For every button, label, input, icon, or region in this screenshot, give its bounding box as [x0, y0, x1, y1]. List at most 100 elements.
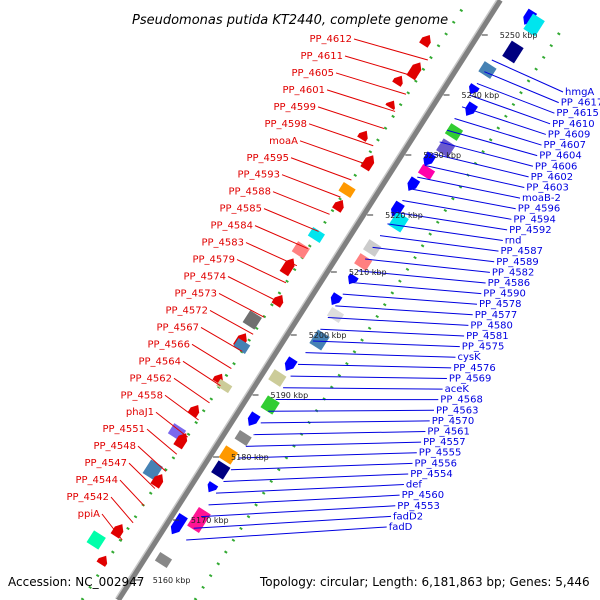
leader-line: [191, 343, 232, 369]
tick-label: 5240 kbp: [462, 91, 500, 100]
gene-label: PP_4551: [102, 424, 145, 435]
forward-gene: [307, 227, 325, 243]
reverse-gene: [465, 101, 478, 116]
gene-label: PP_4574: [183, 272, 226, 283]
gene-label: ppiA: [78, 509, 100, 520]
gene-label: PP_4594: [513, 214, 556, 225]
leader-line: [155, 411, 189, 438]
leader-line: [230, 462, 413, 471]
gene-label: PP_4585: [219, 204, 262, 215]
forward-gene: [360, 155, 375, 172]
gene-label: PP_4601: [282, 85, 325, 96]
reverse-gene: [362, 239, 382, 257]
reverse-gene: [326, 307, 345, 323]
gene-label: PP_4612: [309, 34, 352, 45]
leader-line: [424, 164, 525, 188]
leader-line: [173, 377, 210, 404]
reverse-gene: [218, 445, 238, 465]
gene-label: PP_4586: [488, 278, 531, 289]
gene-label: PP_4563: [436, 405, 479, 416]
leader-line: [200, 326, 243, 352]
gene-label: PP_4561: [427, 427, 470, 438]
forward-gene: [110, 524, 124, 539]
leader-line: [308, 123, 374, 147]
leader-line: [344, 55, 418, 78]
leader-line: [146, 428, 178, 455]
gene-label: PP_4581: [466, 331, 509, 342]
leader-line: [283, 387, 443, 390]
leader-line: [469, 94, 551, 125]
leader-line: [281, 174, 341, 198]
tick-label: 5160 kbp: [153, 576, 191, 585]
leader-line: [263, 208, 319, 232]
leader-line: [290, 157, 352, 181]
gene-label: PP_4542: [66, 492, 109, 503]
leader-line: [317, 106, 385, 130]
tick-label: 5230 kbp: [423, 151, 461, 160]
gene-label: PP_4587: [501, 246, 544, 257]
gene-label: PP_4609: [548, 129, 591, 140]
forward-strand-labels: PP_4612 PP_4611 PP_4605 PP_4601 PP_4599 PP_45…: [66, 34, 352, 520]
reverse-gene: [388, 211, 409, 233]
gene-label: PP_4548: [93, 441, 136, 452]
reverse-gene: [260, 395, 280, 415]
leader-line: [417, 176, 521, 199]
label-leader-lines: [101, 38, 564, 541]
leader-line: [394, 211, 508, 231]
leader-line: [476, 82, 555, 114]
gene-label: PP_4569: [449, 373, 492, 384]
gene-label: PP_4604: [539, 151, 582, 162]
gene-label: hmgA: [565, 87, 594, 98]
reverse-gene: [187, 506, 211, 534]
gene-label: PP_4577: [475, 310, 518, 321]
gene-label: PP_4580: [470, 320, 513, 331]
leader-line: [215, 484, 404, 494]
genome-axis-highlight: [115, 0, 498, 599]
gene-label: fadD2: [393, 511, 423, 522]
leader-line: [254, 225, 308, 250]
gene-label: PP_4579: [192, 255, 235, 266]
tick-marks: 5250 kbp 5240 kbp 5230 kbp 5220 kbp 5210 kbp…: [134, 31, 537, 585]
leader-line: [290, 375, 447, 379]
leader-line: [245, 242, 298, 267]
forward-gene: [150, 474, 164, 489]
leader-line: [193, 515, 392, 529]
leader-line: [164, 394, 199, 421]
gene-label: PP_4576: [453, 363, 496, 374]
leader-line: [379, 235, 499, 252]
gene-label: PP_4544: [75, 475, 118, 486]
forward-gene: [271, 294, 284, 308]
reverse-gene: [502, 40, 524, 64]
leader-line: [335, 305, 473, 316]
forward-gene: [332, 199, 344, 213]
leader-line: [454, 118, 542, 146]
gene-label: PP_4566: [147, 339, 190, 350]
leader-line: [402, 199, 512, 220]
leader-line: [372, 246, 495, 263]
tick-label: 5220 kbp: [385, 211, 423, 220]
leader-line: [327, 317, 469, 326]
tick-label: 5170 kbp: [191, 516, 229, 525]
gene-label: PP_4584: [210, 221, 253, 232]
leader-line: [110, 496, 134, 524]
genome-axis: [115, 0, 503, 600]
gene-label: PP_4572: [165, 305, 208, 316]
forward-gene: [385, 100, 395, 111]
leader-line: [227, 276, 276, 301]
accession-text: Accession: NC_002947: [8, 575, 144, 589]
gene-label: PP_4590: [483, 289, 526, 300]
leader-line: [253, 431, 426, 436]
gene-label: moaA: [269, 136, 298, 147]
reverse-gene: [354, 253, 373, 271]
leader-line: [365, 258, 490, 273]
leader-line: [101, 513, 123, 541]
leader-line: [432, 153, 529, 178]
gene-label: PP_4611: [300, 51, 343, 62]
leader-line: [201, 505, 396, 518]
gene-label: PP_4554: [410, 469, 453, 480]
leader-line: [260, 420, 430, 424]
tick-label: 5200 kbp: [309, 331, 347, 340]
gene-label: aceK: [445, 384, 470, 395]
leader-line: [238, 452, 417, 459]
reverse-strand-labels: hmgAPP_4617PP_4615PP_4610PP_4609PP_4607P…: [389, 87, 600, 533]
